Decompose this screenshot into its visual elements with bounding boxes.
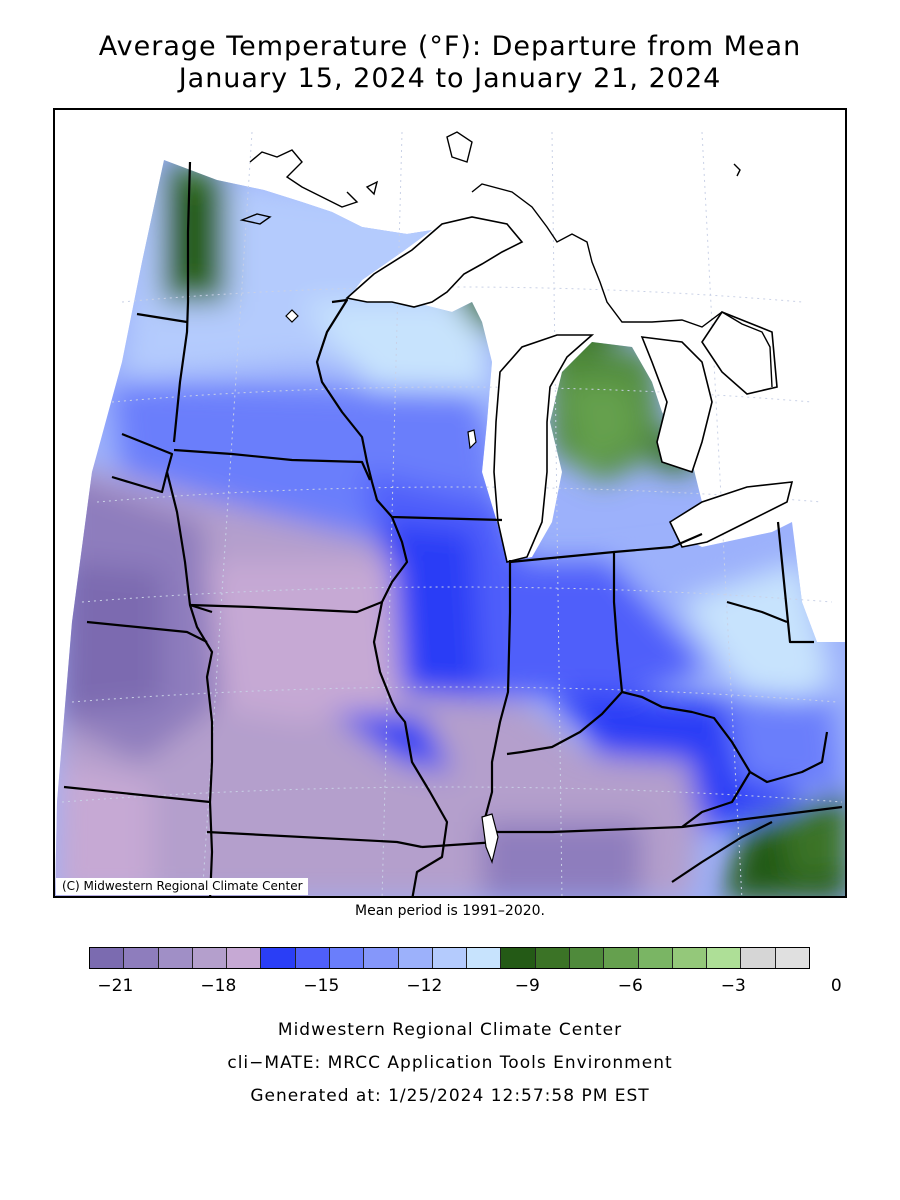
legend-swatch [741, 948, 776, 968]
legend-swatch [707, 948, 742, 968]
legend-swatch [569, 948, 605, 968]
footer-generated: Generated at: 1/25/2024 12:57:58 PM EST [250, 1086, 650, 1106]
temperature-map: (C) Midwestern Regional Climate Center [53, 108, 847, 898]
islands [285, 309, 499, 864]
state-borders [63, 161, 843, 896]
footer-tool: cli−MATE: MRCC Application Tools Environ… [227, 1053, 673, 1073]
legend-tick-label: −12 [406, 976, 443, 996]
legend-swatch [261, 948, 296, 968]
legend-swatch [398, 948, 433, 968]
legend-swatch [192, 948, 228, 968]
legend-swatch [124, 948, 159, 968]
mean-period-note: Mean period is 1991–2020. [355, 903, 545, 919]
color-legend [89, 947, 810, 969]
map-title: Average Temperature (°F): Departure from… [98, 31, 802, 62]
footer-org: Midwestern Regional Climate Center [277, 1020, 623, 1040]
great-lakes [345, 216, 794, 563]
legend-swatch [227, 948, 262, 968]
legend-swatch [432, 948, 468, 968]
legend-swatch [364, 948, 399, 968]
legend-tick-label: −15 [303, 976, 340, 996]
legend-swatch [535, 948, 570, 968]
legend-swatch [501, 948, 536, 968]
coastlines [239, 131, 773, 388]
legend-tick-label: −6 [617, 976, 643, 996]
legend-tick-label: −21 [97, 976, 134, 996]
legend-tick-label: −9 [514, 976, 540, 996]
map-canvas [55, 131, 845, 896]
legend-swatch [295, 948, 330, 968]
copyright-label: (C) Midwestern Regional Climate Center [56, 878, 308, 895]
legend-tick-label: 0 [830, 976, 842, 996]
legend-swatch [638, 948, 673, 968]
legend-swatch [329, 948, 365, 968]
legend-swatch [775, 948, 809, 968]
legend-tick-label: −3 [720, 976, 746, 996]
map-date-range: January 15, 2024 to January 21, 2024 [178, 63, 722, 94]
legend-swatch [604, 948, 639, 968]
legend-swatch [158, 948, 193, 968]
legend-tick-label: −18 [200, 976, 237, 996]
legend-swatch [90, 948, 125, 968]
legend-swatch [467, 948, 502, 968]
legend-swatch [672, 948, 708, 968]
